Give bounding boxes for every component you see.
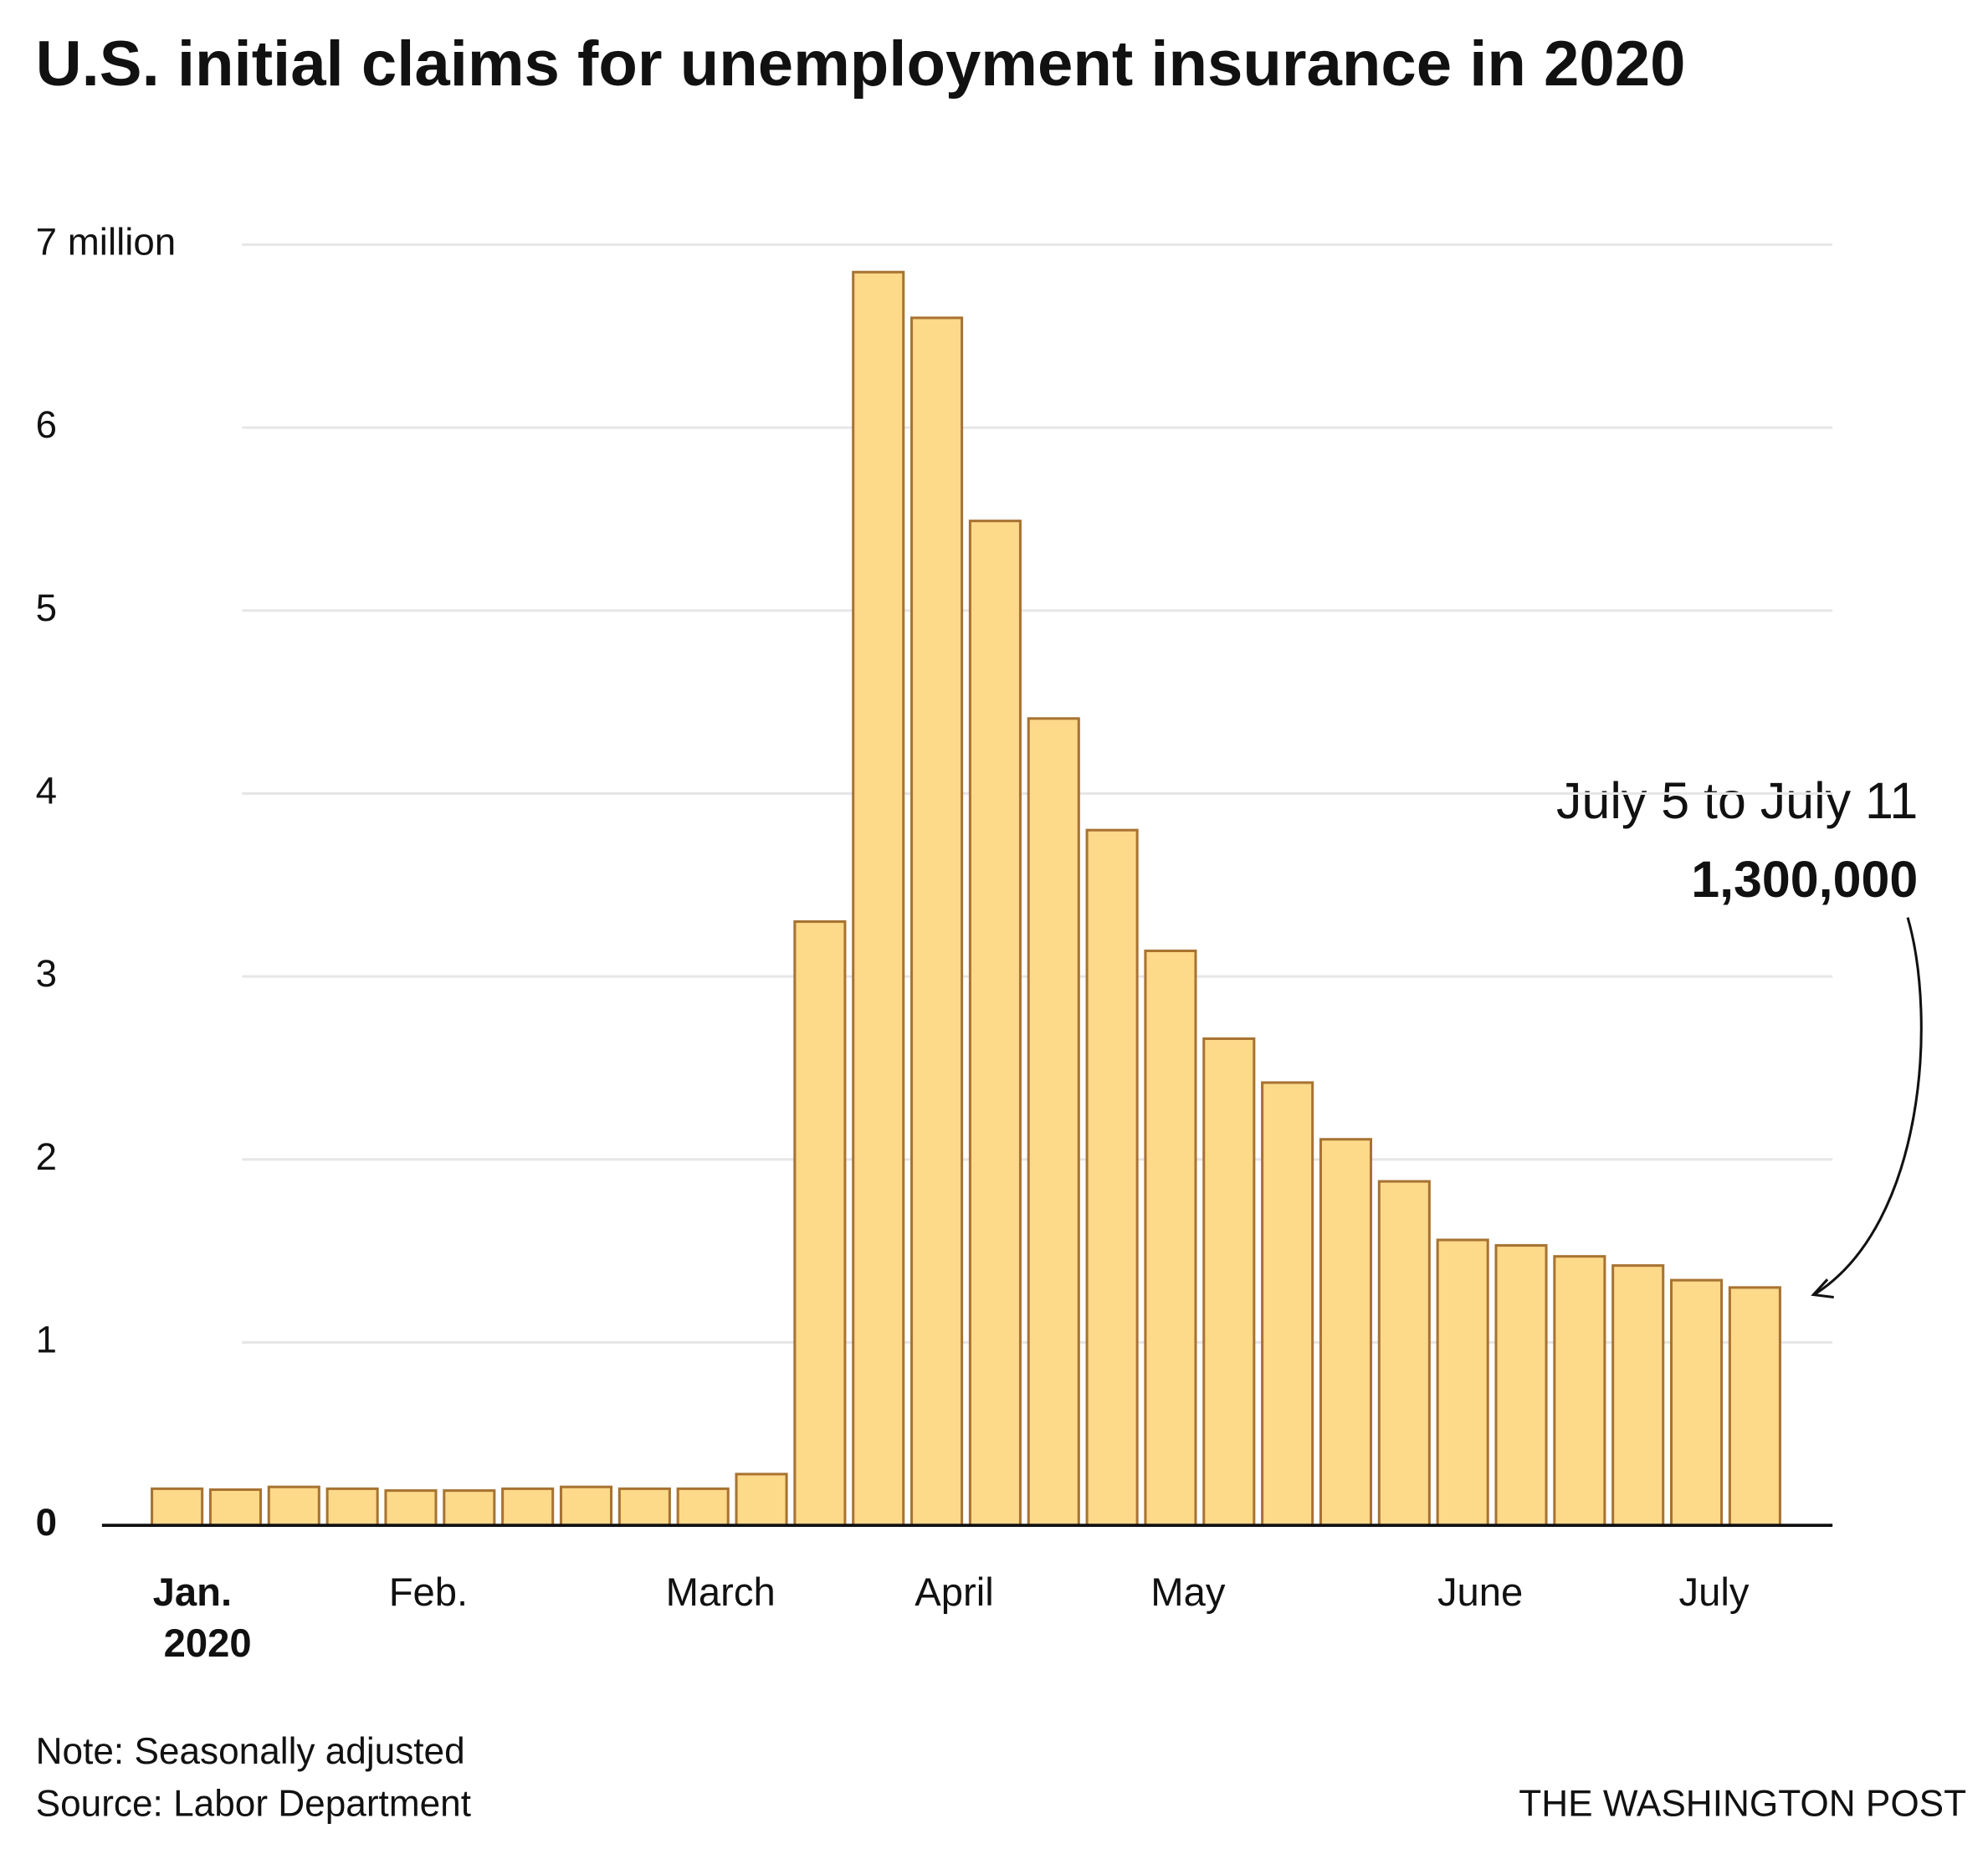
bar [1144, 949, 1197, 1527]
bar [267, 1485, 320, 1527]
x-tick-label: April [915, 1570, 993, 1615]
bar [208, 1488, 262, 1527]
bar [735, 1473, 788, 1527]
bar [968, 520, 1022, 1527]
bar [1553, 1255, 1606, 1527]
bar [1436, 1238, 1489, 1527]
x-tick-label: Feb. [389, 1570, 468, 1615]
x-tick-label: May [1150, 1570, 1226, 1615]
bar [1728, 1286, 1781, 1527]
arrow-head [1811, 1278, 1834, 1299]
x-tick-label: Jan. [153, 1570, 232, 1615]
bar [793, 919, 847, 1527]
bar [1319, 1138, 1373, 1527]
bar [1085, 828, 1139, 1527]
bar [1027, 717, 1080, 1527]
bar [151, 1487, 204, 1527]
x-tick-label: March [666, 1570, 776, 1615]
y-tick-label: 6 [36, 403, 57, 446]
credit: THE WASHINGTON POST [1519, 1783, 1966, 1824]
bar [1669, 1278, 1724, 1527]
source: Source: Labor Department [36, 1783, 471, 1824]
x-tick-label: June [1437, 1570, 1523, 1615]
bar [852, 270, 905, 1527]
y-tick-label: 1 [36, 1319, 57, 1361]
y-tick-label: 3 [36, 952, 57, 995]
bar [1261, 1081, 1314, 1527]
bar [1202, 1037, 1256, 1527]
bar [443, 1489, 496, 1527]
annotation-arrow [1815, 917, 1923, 1295]
bar [617, 1487, 671, 1527]
bar [325, 1487, 379, 1527]
x-tick-label: July [1679, 1570, 1750, 1615]
bar [1494, 1244, 1548, 1527]
x-tick-sublabel: 2020 [164, 1621, 252, 1666]
y-tick-label: 4 [36, 770, 57, 812]
annotation-value: 1,300,000 [1691, 851, 1918, 908]
bar [501, 1487, 555, 1527]
bar [676, 1487, 730, 1527]
annotation: July 5 to July 11 [1556, 772, 1918, 829]
bar [1377, 1180, 1431, 1527]
y-tick-label: 2 [36, 1135, 57, 1178]
bar [1611, 1264, 1665, 1527]
y-tick-label: 5 [36, 586, 57, 629]
bar [384, 1489, 438, 1527]
y-tick-label: 0 [36, 1501, 57, 1544]
y-tick-label: 7 million [36, 221, 177, 264]
bar [559, 1485, 613, 1527]
bar [910, 316, 964, 1527]
note: Note: Seasonally adjusted [36, 1731, 465, 1772]
chart-title: U.S. initial claims for unemployment ins… [36, 28, 1686, 100]
